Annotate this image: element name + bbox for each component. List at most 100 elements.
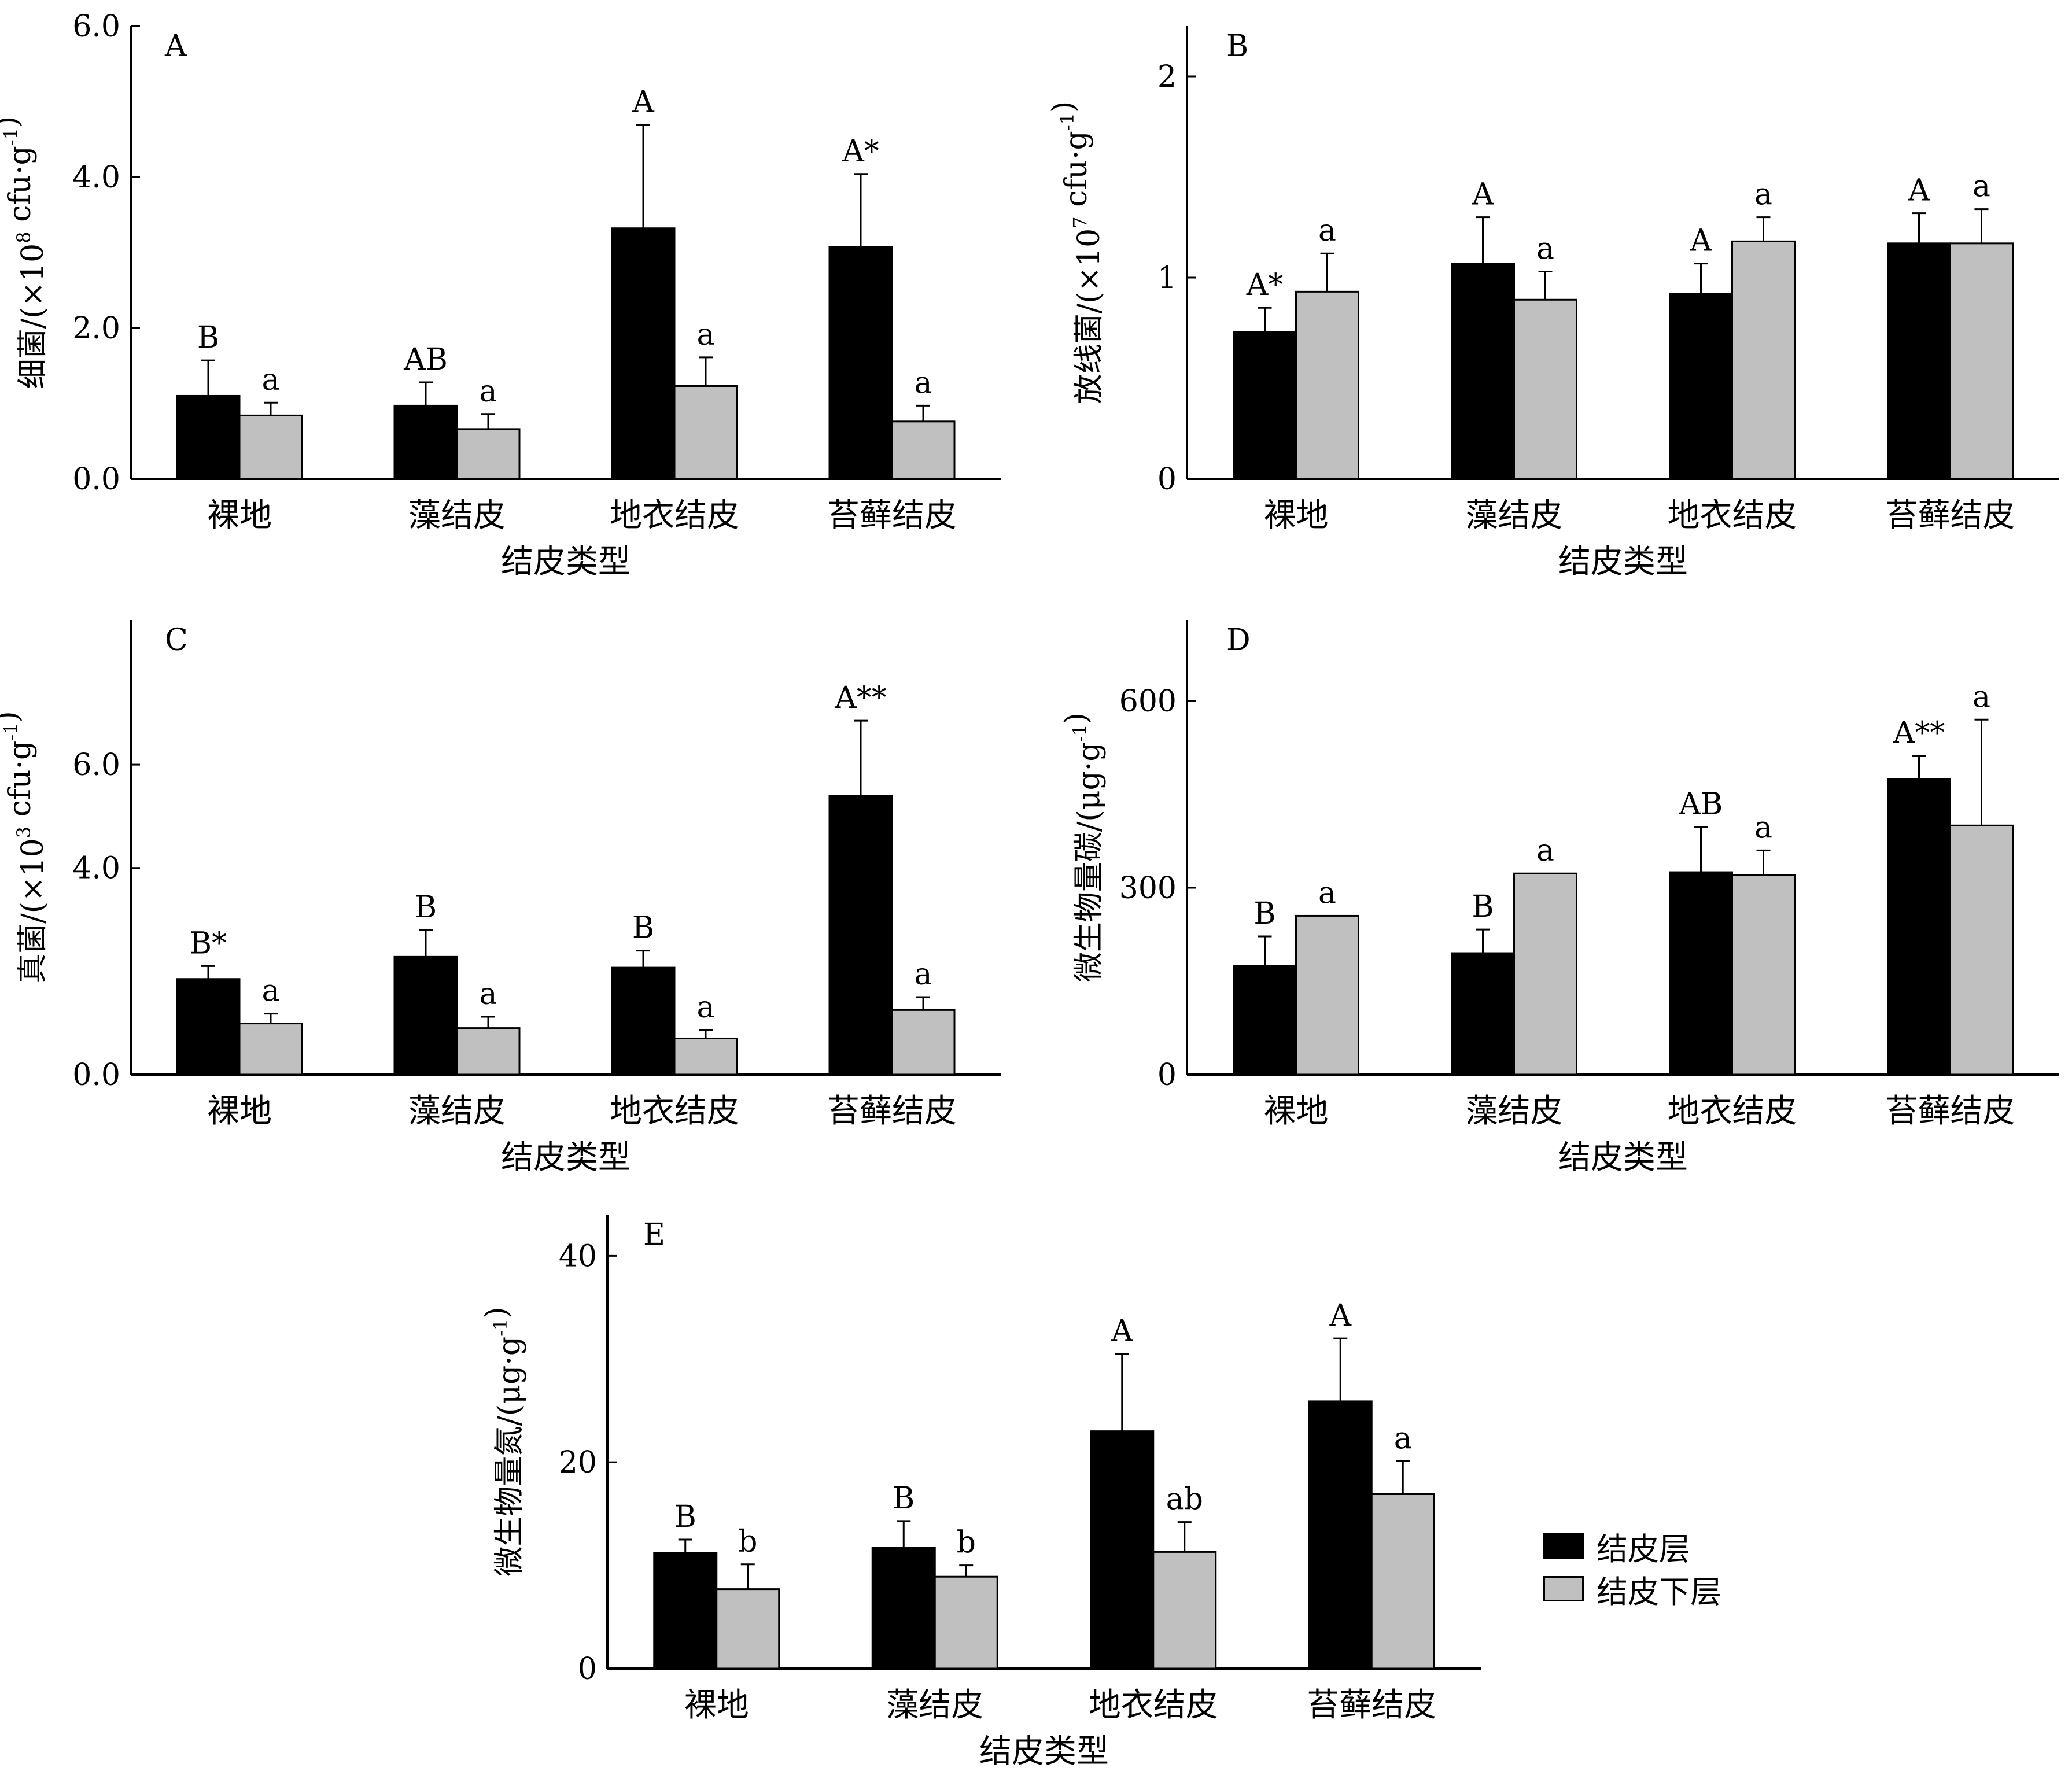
x-axis-label: 结皮类型 [501, 543, 631, 581]
significance-label: AB [1679, 787, 1723, 821]
bar-subcrust-3 [1731, 240, 1796, 480]
bar-crust-4 [1887, 778, 1951, 1076]
bar-crust-2 [1451, 952, 1515, 1076]
significance-label: A [632, 85, 655, 120]
panel-a: A 0.0 2.0 4.0 6.0 细菌/(×108 cfu·g-1) 结皮类型 裸地 Ba 藻结… [0, 9, 1001, 581]
significance-label: a [1754, 178, 1772, 212]
significance-label: ab [1166, 1482, 1203, 1517]
bar-subcrust-3 [1731, 874, 1796, 1076]
panel-letter: D [1226, 623, 1251, 658]
y-axis-label: 微生物量氮/(μg·g-1) [480, 1307, 527, 1576]
legend: 结皮层 结皮下层 [1543, 1525, 1721, 1610]
y-tick-label: 0 [1157, 1058, 1177, 1093]
significance-label: b [738, 1525, 757, 1559]
significance-label: a [479, 977, 497, 1012]
bar-crust-3 [1090, 1430, 1155, 1670]
y-axis-label: 微生物量碳/(μg·g-1) [1059, 713, 1107, 982]
bar-subcrust-4 [1949, 242, 2014, 480]
legend-swatch-subcrust [1543, 1576, 1584, 1601]
bar-subcrust-3 [673, 1037, 738, 1076]
significance-label: A [1329, 1298, 1352, 1333]
significance-label: B [197, 320, 219, 355]
x-tick-label: 藻结皮 [1466, 497, 1563, 534]
bar-subcrust-2 [456, 428, 521, 480]
bar-subcrust-3 [1152, 1551, 1217, 1670]
panel-d: D 0 300 600 微生物量碳/(μg·g-1) 结皮类型 裸地 Ba 藻结皮 Ba 地衣结皮 A… [1059, 620, 2059, 1176]
bar-crust-1 [176, 978, 241, 1076]
significance-label: B [632, 911, 654, 946]
significance-label: a [1536, 833, 1554, 868]
x-tick-label: 裸地 [207, 1093, 272, 1130]
panel-letter: B [1226, 29, 1248, 64]
significance-label: a [696, 990, 714, 1025]
bar-subcrust-1 [238, 414, 303, 480]
y-tick-label: 2.0 [72, 311, 120, 346]
bar-crust-4 [1887, 242, 1951, 480]
y-tick-label: 1 [1157, 261, 1177, 296]
y-tick-label: 300 [1119, 871, 1177, 906]
bar-subcrust-4 [1370, 1493, 1435, 1670]
legend-label-crust: 结皮层 [1597, 1530, 1690, 1567]
bar-subcrust-1 [716, 1588, 780, 1670]
x-tick-label: 藻结皮 [408, 1093, 506, 1130]
x-tick-label: 地衣结皮 [1089, 1687, 1218, 1724]
bar-crust-2 [871, 1547, 936, 1670]
significance-label: A* [842, 134, 879, 169]
x-tick-label: 地衣结皮 [1668, 1093, 1797, 1130]
y-tick-label: 4.0 [72, 160, 120, 195]
bar-subcrust-2 [456, 1027, 521, 1076]
bar-crust-2 [1451, 263, 1515, 480]
y-tick-label: 40 [559, 1239, 597, 1274]
significance-label: a [261, 974, 279, 1009]
bar-crust-1 [653, 1552, 718, 1670]
significance-label: A [1111, 1314, 1134, 1349]
bar-subcrust-3 [673, 385, 738, 480]
x-tick-label: 裸地 [684, 1687, 749, 1724]
significance-label: AB [403, 342, 448, 377]
bar-crust-4 [828, 795, 893, 1076]
panel-letter: A [164, 29, 187, 64]
legend-swatch-crust [1543, 1533, 1584, 1559]
bar-crust-3 [1669, 871, 1733, 1076]
panel-letter: C [165, 623, 188, 658]
x-tick-label: 苔藓结皮 [827, 1093, 957, 1130]
significance-label: A [1472, 178, 1495, 212]
y-axis-label: 真菌/(×103 cfu·g-1) [0, 711, 50, 984]
x-axis-label: 结皮类型 [1558, 1139, 1688, 1176]
significance-label: A** [1893, 716, 1945, 751]
significance-label: a [1394, 1421, 1412, 1456]
bar-crust-1 [1233, 331, 1297, 480]
bar-subcrust-1 [1295, 290, 1359, 480]
significance-label: a [1973, 169, 1990, 204]
significance-label: a [1318, 213, 1336, 248]
significance-label: B* [190, 926, 227, 961]
bar-crust-1 [1233, 965, 1297, 1076]
significance-label: B [674, 1500, 696, 1534]
significance-label: a [1973, 680, 1990, 714]
x-axis-label: 结皮类型 [1558, 543, 1688, 581]
significance-label: a [261, 363, 279, 397]
y-axis-label: 细菌/(×108 cfu·g-1) [0, 116, 50, 389]
significance-label: a [914, 957, 932, 992]
x-tick-label: 裸地 [1264, 497, 1329, 534]
y-tick-label: 0 [1157, 462, 1177, 497]
bar-subcrust-4 [1949, 824, 2014, 1076]
significance-label: A* [1246, 268, 1284, 302]
significance-label: A [1908, 174, 1931, 208]
x-axis-label: 结皮类型 [979, 1733, 1109, 1770]
y-tick-label: 6.0 [72, 748, 120, 783]
legend-item-subcrust: 结皮下层 [1543, 1567, 1721, 1610]
significance-label: a [1536, 232, 1554, 267]
significance-label: B [1253, 896, 1275, 931]
x-tick-label: 地衣结皮 [1668, 497, 1797, 534]
bar-crust-3 [1669, 293, 1733, 480]
bar-subcrust-4 [891, 420, 956, 480]
y-tick-label: 6.0 [72, 9, 120, 44]
x-tick-label: 地衣结皮 [610, 1093, 739, 1130]
bar-subcrust-2 [934, 1575, 998, 1670]
x-tick-label: 裸地 [207, 497, 272, 534]
y-tick-label: 0.0 [72, 1058, 120, 1093]
bar-subcrust-2 [1513, 298, 1577, 480]
bar-crust-4 [828, 246, 893, 480]
